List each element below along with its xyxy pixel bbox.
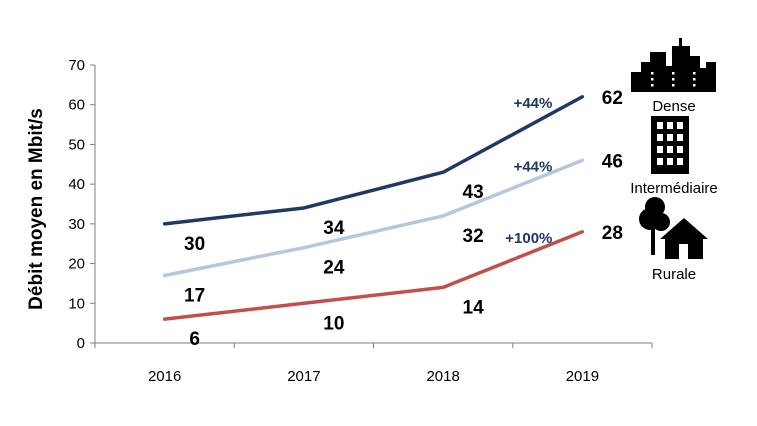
- skyline-window: [672, 72, 675, 75]
- building-window: [667, 134, 673, 141]
- building-window: [657, 146, 663, 153]
- series-line-intermédiaire: [162, 158, 585, 278]
- building-window: [667, 122, 673, 129]
- house-roof: [660, 218, 708, 239]
- x-tick-label: 2017: [287, 368, 320, 385]
- house-door: [679, 244, 688, 259]
- data-label: 24: [323, 258, 345, 279]
- skyline-building: [672, 46, 690, 92]
- series-lines: [162, 95, 585, 321]
- y-tick-label: 20: [68, 256, 85, 273]
- legend-label-rurale: Rurale: [652, 266, 696, 283]
- y-tick-label: 60: [68, 97, 85, 114]
- data-label: 43: [463, 182, 484, 203]
- skyline-building: [650, 52, 666, 92]
- city-skyline-icon: [631, 38, 716, 92]
- data-label: 30: [184, 234, 205, 255]
- data-label: 34: [323, 218, 345, 239]
- building-window: [677, 122, 683, 129]
- data-label: 62: [602, 88, 623, 109]
- building-window: [677, 134, 683, 141]
- building-window: [677, 158, 683, 165]
- tree-top: [652, 213, 670, 231]
- skyline-window: [651, 84, 654, 87]
- series-line-rurale: [162, 230, 585, 321]
- y-tick-label: 10: [68, 295, 85, 312]
- data-label: 46: [602, 151, 623, 172]
- skyline-window: [651, 78, 654, 81]
- skyline-window: [693, 84, 696, 87]
- skyline-building: [664, 66, 674, 92]
- data-label: 10: [323, 313, 344, 334]
- skyline-window: [651, 72, 654, 75]
- building-window: [667, 158, 673, 165]
- legend-label-dense: Dense: [652, 98, 695, 115]
- building-window: [657, 158, 663, 165]
- y-axis-title: Débit moyen en Mbit/s: [26, 108, 47, 310]
- y-tick-label: 0: [77, 335, 85, 352]
- y-tick-label: 30: [68, 216, 85, 233]
- growth-annotation: +100%: [505, 230, 552, 247]
- y-tick-label: 40: [68, 176, 85, 193]
- axes: 0 10 20 30 40 50 60 70 2016 2017 2018 2019 Débit moy…: [26, 57, 653, 385]
- skyline-window: [693, 78, 696, 81]
- growth-annotation: +44%: [514, 158, 553, 175]
- y-tick-label: 50: [68, 136, 85, 153]
- skyline-window: [693, 72, 696, 75]
- series-line-dense: [162, 95, 585, 226]
- tree-trunk: [651, 225, 655, 255]
- growth-annotation: +44%: [514, 95, 553, 112]
- building-icon: [651, 116, 689, 174]
- x-tick-label: 2016: [148, 368, 181, 385]
- skyline-building: [706, 62, 716, 92]
- building-window: [667, 146, 673, 153]
- skyline-window: [672, 84, 675, 87]
- house-tree-icon: [639, 197, 708, 259]
- y-tick-label: 70: [68, 57, 85, 74]
- building-window: [657, 134, 663, 141]
- x-tick-label: 2019: [566, 368, 599, 385]
- skyline-building: [698, 68, 708, 92]
- skyline-antenna: [679, 38, 682, 47]
- building-window: [677, 146, 683, 153]
- data-label: 14: [463, 297, 485, 318]
- building-window: [657, 122, 663, 129]
- data-label: 32: [463, 226, 484, 247]
- legend-label-intermediaire: Intermédiaire: [630, 180, 718, 197]
- data-label: 17: [184, 285, 205, 306]
- data-labels: 30 34 43 62 +44% 17 24 32 46 +44% 6 10 14 28 +100%: [184, 88, 623, 350]
- data-label: 6: [189, 329, 200, 350]
- skyline-building: [631, 72, 643, 92]
- x-tick-label: 2018: [426, 368, 459, 385]
- skyline-window: [672, 78, 675, 81]
- data-label: 28: [602, 223, 623, 244]
- series-legend: Dense Intermédiaire Rurale: [630, 38, 718, 283]
